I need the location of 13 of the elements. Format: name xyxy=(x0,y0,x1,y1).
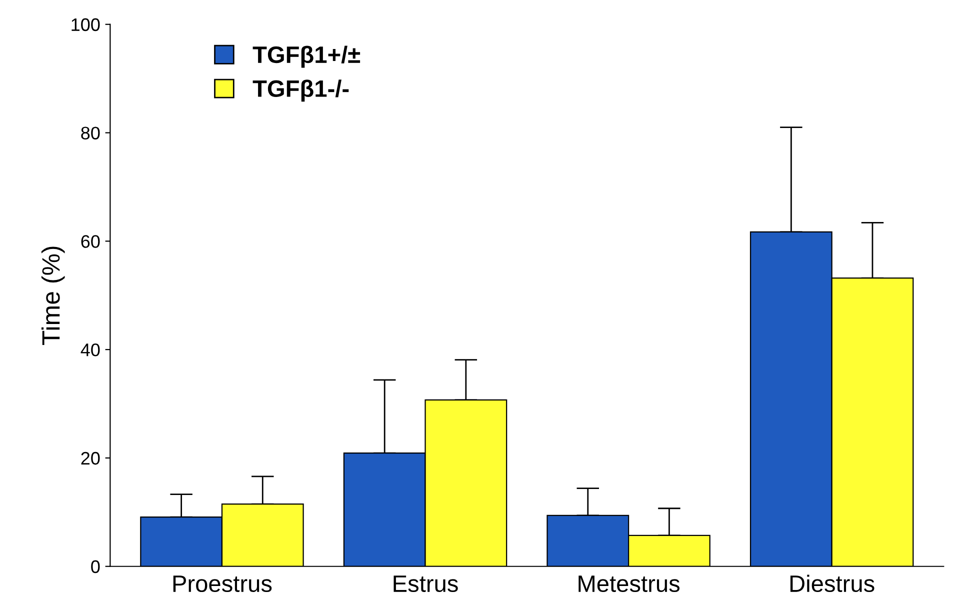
y-tick-label: 40 xyxy=(80,344,100,356)
y-tick-label: 60 xyxy=(81,235,100,248)
y-tick-label: 0 xyxy=(91,560,100,574)
legend-label: TGFβ1-/- xyxy=(252,80,349,102)
x-tick-label: Metestrus xyxy=(578,576,680,592)
x-tick-label: Proestrus xyxy=(173,576,272,592)
y-tick-label: 100 xyxy=(72,18,100,32)
y-tick-label: 20 xyxy=(81,452,100,465)
legend-label: TGFβ1+/± xyxy=(252,46,360,68)
y-axis-title: Time (%) xyxy=(41,246,65,346)
y-tick-label: 80 xyxy=(81,126,100,140)
x-tick-label: Diestrus xyxy=(790,574,874,592)
x-tick-label: Estrus xyxy=(394,576,458,592)
